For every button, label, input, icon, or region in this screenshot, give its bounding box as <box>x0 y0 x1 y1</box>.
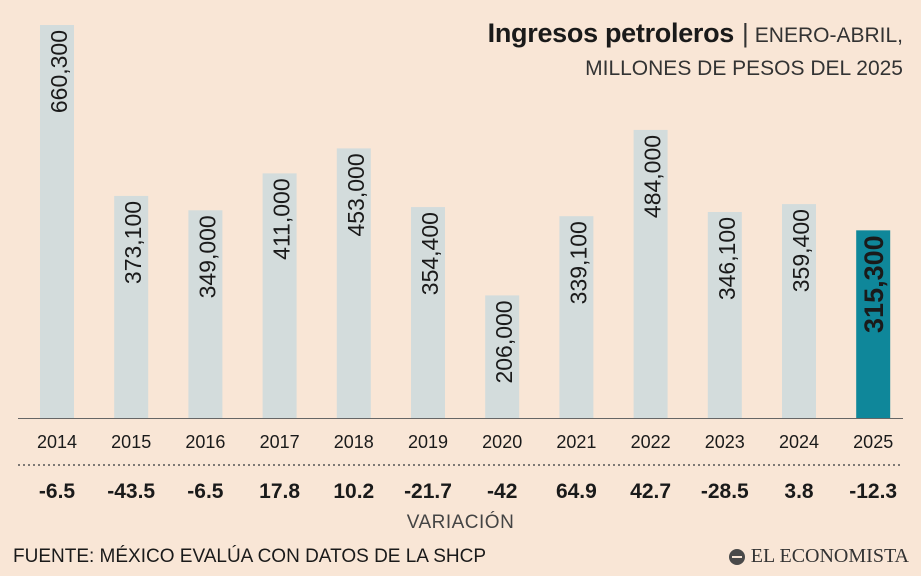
value-label-2021: 339,100 <box>565 221 591 304</box>
title-line-1: Ingresos petroleros | ENERO-ABRIL, <box>488 18 903 49</box>
bar-2018 <box>336 148 371 418</box>
title-line-2: MILLONES DE PESOS DEL 2025 <box>488 57 903 81</box>
bar-2022 <box>633 129 668 418</box>
bar-2023 <box>707 212 742 418</box>
variation-2025: -12.3 <box>849 480 897 503</box>
variation-2021: 64.9 <box>556 480 597 503</box>
variation-axis-label: VARIACIÓN <box>406 512 515 533</box>
value-label-2015: 373,100 <box>120 201 146 284</box>
bar-2016 <box>188 210 223 418</box>
value-label-2025: 315,300 <box>859 235 889 333</box>
variation-values: -6.5 -43.5 -6.5 17.8 10.2 -21.7 -42 64.9 42.7 -28… <box>39 480 897 503</box>
x-tick-2025: 2025 <box>853 432 893 452</box>
variation-2018: 10.2 <box>333 480 374 503</box>
bar-2017 <box>262 173 297 418</box>
publisher-logo: EL ECONOMISTA <box>728 545 909 568</box>
x-tick-2016: 2016 <box>185 432 225 452</box>
bars-layer <box>40 25 891 418</box>
value-label-2024: 359,400 <box>788 209 814 292</box>
variation-2016: -6.5 <box>187 480 224 503</box>
bar-2014 <box>40 25 74 418</box>
bar-2025 <box>856 230 891 418</box>
chart-subtitle-2: MILLONES DE PESOS DEL 2025 <box>585 57 903 80</box>
chart-title: Ingresos petroleros <box>487 18 735 48</box>
value-label-2019: 354,400 <box>417 212 443 295</box>
x-tick-2019: 2019 <box>408 432 448 452</box>
variation-2024: 3.8 <box>784 480 814 503</box>
x-tick-2018: 2018 <box>334 432 374 452</box>
value-label-2016: 349,000 <box>194 215 220 298</box>
value-label-2020: 206,000 <box>491 300 517 383</box>
x-tick-2021: 2021 <box>556 432 596 452</box>
logo-mark-icon <box>728 548 745 565</box>
title-separator: | <box>742 18 749 48</box>
x-tick-2022: 2022 <box>631 432 671 452</box>
x-tick-2023: 2023 <box>705 432 745 452</box>
x-tick-2024: 2024 <box>779 432 819 452</box>
value-label-2014: 660,300 <box>46 30 72 113</box>
chart-title-block: Ingresos petroleros | ENERO-ABRIL, MILLONE… <box>488 18 903 81</box>
x-tick-2015: 2015 <box>111 432 151 452</box>
logo-text: EL ECONOMISTA <box>750 545 909 567</box>
variation-2014: -6.5 <box>39 480 76 503</box>
variation-2019: -21.7 <box>404 480 452 503</box>
x-tick-2017: 2017 <box>260 432 300 452</box>
value-label-2023: 346,100 <box>714 217 740 300</box>
variation-2017: 17.8 <box>259 480 300 503</box>
chart-subtitle-1: ENERO-ABRIL, <box>754 24 903 47</box>
variation-2022: 42.7 <box>630 480 671 503</box>
value-label-2017: 411,000 <box>269 178 295 259</box>
x-tick-2014: 2014 <box>37 432 77 452</box>
x-tick-labels: 2014 2015 2016 2017 2018 2019 2020 2021 2022 2023… <box>37 432 893 452</box>
value-labels-layer: 660,300 373,100 349,000 411,000 453,000 354,4… <box>46 30 889 384</box>
bar-2019 <box>411 207 445 418</box>
bar-2020 <box>485 295 520 418</box>
value-label-2022: 484,000 <box>640 135 666 218</box>
bar-2024 <box>782 204 816 418</box>
x-tick-2020: 2020 <box>482 432 522 452</box>
bar-2015 <box>114 195 149 418</box>
value-label-2018: 453,000 <box>343 153 369 236</box>
variation-2020: -42 <box>487 480 517 503</box>
variation-2015: -43.5 <box>107 480 155 503</box>
source-note: FUENTE: MÉXICO EVALÚA CON DATOS DE LA SH… <box>13 546 486 567</box>
bar-2021 <box>559 216 594 418</box>
variation-2023: -28.5 <box>701 480 749 503</box>
